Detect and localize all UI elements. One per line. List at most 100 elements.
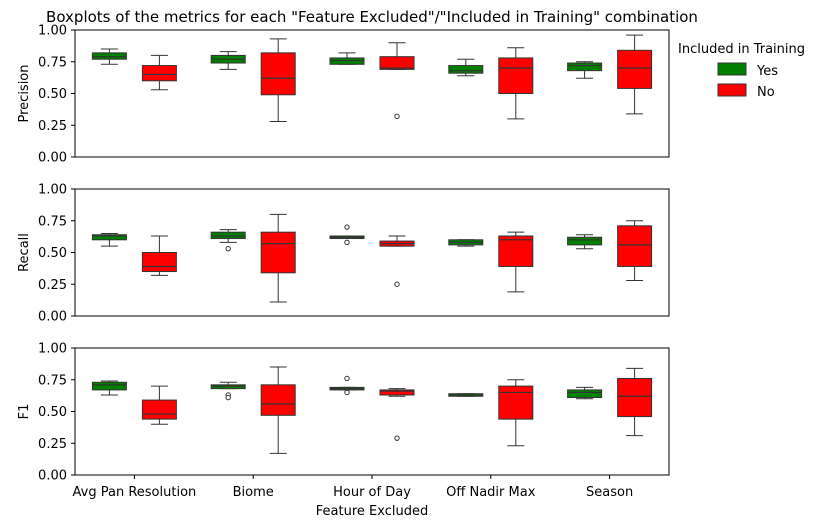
box-off-nadir-max-yes (448, 58, 484, 77)
iqr-box (91, 234, 127, 241)
iqr-box (567, 389, 603, 399)
legend-label-yes: Yes (756, 64, 778, 79)
outlier-point (225, 245, 231, 252)
iqr-box (329, 57, 365, 65)
box-hour-of-day-no (379, 388, 415, 441)
y-tick-label: 0.00 (38, 151, 67, 166)
iqr-box (567, 236, 603, 246)
legend-swatch-no (717, 83, 747, 97)
iqr-box (210, 384, 246, 390)
iqr-box (498, 235, 534, 267)
y-tick-label: 0.00 (38, 469, 67, 484)
y-tick-label: 0.50 (38, 405, 67, 420)
box-season-yes (567, 386, 603, 400)
outlier-point (394, 113, 400, 120)
box-avg-pan-resolution-no (141, 235, 177, 276)
legend-label-no: No (757, 85, 775, 100)
box-off-nadir-max-no (498, 379, 534, 447)
x-tick-label: Hour of Day (333, 485, 411, 500)
outlier-point (344, 375, 350, 382)
iqr-box (617, 49, 653, 89)
box-biome-yes (210, 51, 246, 70)
outlier-point (394, 281, 400, 287)
legend-title: Included in Training (678, 42, 805, 57)
legend: Included in Training Yes No (678, 42, 805, 100)
y-tick-label: 1.00 (38, 183, 67, 198)
box-off-nadir-max-no (498, 47, 534, 120)
iqr-box (567, 62, 603, 72)
box-biome-yes (210, 229, 246, 252)
iqr-box (379, 56, 415, 70)
x-axis-label: Feature Excluded (316, 504, 428, 519)
outlier-point (344, 389, 350, 396)
box-avg-pan-resolution-no (141, 54, 177, 91)
box-biome-no (260, 38, 296, 122)
box-season-no (617, 220, 653, 281)
panels-layer: 0.00 0.25 0.50 0.75 1.00 Precision 0.00 0.25 0.5… (17, 24, 670, 500)
box-avg-pan-resolution-yes (91, 48, 127, 65)
y-tick-label: 0.25 (38, 437, 67, 452)
box-biome-yes (210, 381, 246, 401)
x-tick-label: Season (586, 485, 633, 500)
box-season-no (617, 367, 653, 437)
y-tick-label: 0.25 (38, 119, 67, 134)
box-hour-of-day-yes (329, 375, 365, 396)
box-season-yes (567, 234, 603, 250)
outlier-point (394, 435, 400, 441)
y-axis-label: Recall (17, 233, 32, 272)
iqr-box (260, 231, 296, 274)
iqr-box (498, 385, 534, 420)
panel-precision: 0.00 0.25 0.50 0.75 1.00 Precision (17, 24, 670, 166)
outlier-point (344, 239, 350, 246)
box-season-yes (567, 61, 603, 79)
iqr-box (260, 52, 296, 96)
iqr-box (141, 399, 177, 420)
iqr-box (210, 231, 246, 240)
box-hour-of-day-yes (329, 224, 365, 246)
y-tick-label: 1.00 (38, 342, 67, 357)
x-tick-label: Off Nadir Max (446, 485, 536, 500)
iqr-box (448, 65, 484, 74)
box-avg-pan-resolution-no (141, 385, 177, 425)
box-avg-pan-resolution-yes (91, 232, 127, 247)
panel-frame (74, 188, 670, 317)
iqr-box (617, 377, 653, 418)
y-axis-label: F1 (17, 404, 32, 420)
y-tick-label: 0.00 (38, 310, 67, 325)
chart-title: Boxplots of the metrics for each "Featur… (46, 8, 698, 26)
outlier-point (344, 224, 350, 230)
y-tick-label: 0.50 (38, 246, 67, 261)
box-off-nadir-max-yes (448, 239, 484, 247)
iqr-box (141, 252, 177, 273)
outlier-point (225, 394, 231, 401)
box-biome-no (260, 366, 296, 454)
y-tick-label: 1.00 (38, 24, 67, 39)
panel-recall: 0.00 0.25 0.50 0.75 1.00 Recall (17, 183, 670, 325)
x-tick-label: Biome (233, 485, 274, 500)
box-off-nadir-max-yes (448, 393, 484, 397)
panel-f1: 0.00 0.25 0.50 0.75 1.00 F1 Avg Pan Resolution… (17, 342, 670, 500)
box-hour-of-day-no (379, 235, 415, 287)
y-tick-label: 0.25 (38, 278, 67, 293)
box-off-nadir-max-no (498, 231, 534, 293)
y-tick-label: 0.50 (38, 87, 67, 102)
iqr-box (617, 225, 653, 267)
iqr-box (141, 65, 177, 82)
iqr-box (91, 52, 127, 60)
iqr-box (498, 57, 534, 94)
box-season-no (617, 34, 653, 115)
iqr-box (379, 389, 415, 396)
x-tick-label: Avg Pan Resolution (73, 485, 197, 500)
box-hour-of-day-no (379, 42, 415, 120)
y-tick-label: 0.75 (38, 214, 67, 229)
panel-frame (74, 29, 670, 158)
iqr-box (91, 381, 127, 391)
legend-swatch-yes (717, 62, 747, 76)
box-biome-no (260, 213, 296, 303)
y-axis-label: Precision (17, 64, 32, 122)
box-avg-pan-resolution-yes (91, 380, 127, 396)
y-tick-label: 0.75 (38, 373, 67, 388)
iqr-box (260, 384, 296, 416)
y-tick-label: 0.75 (38, 55, 67, 70)
